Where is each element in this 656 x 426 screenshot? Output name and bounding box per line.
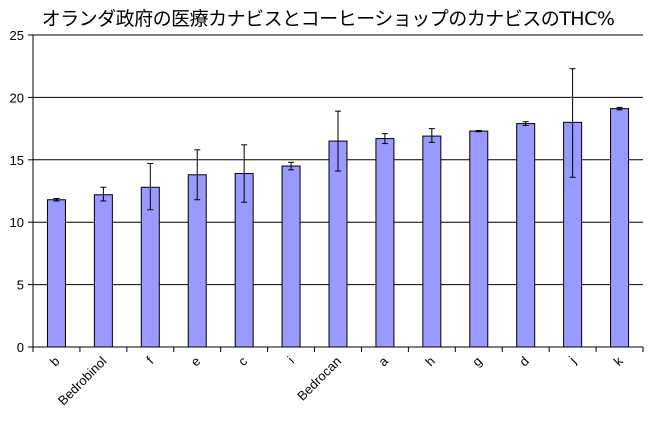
error-bars [53,68,623,211]
x-tick-label: h [422,354,438,370]
y-tick-label: 25 [10,28,24,43]
x-tick-label: g [469,354,485,370]
bar-a [375,138,395,348]
y-tick-label: 20 [10,90,24,105]
x-tick-label: i [285,353,298,366]
x-tick-label: e [188,354,204,370]
bar-Bedrobinol [93,194,113,348]
bar-d [516,123,536,348]
bar-e [187,174,207,348]
axes [28,34,644,352]
x-tick-label: Bedrocan [294,354,344,404]
x-tick-label: j [565,353,578,366]
bar-g [469,130,489,348]
x-tick-label: f [143,353,156,366]
y-tick-label: 0 [17,340,24,355]
x-tick-label: d [516,354,532,370]
bar-k [610,108,630,348]
x-tick-label: k [610,353,626,369]
y-tick-label: 15 [10,153,24,168]
x-tick-label: b [47,354,63,370]
bar-i [281,165,301,348]
bar-h [422,135,442,348]
bars [46,108,630,348]
x-tick-label: Bedrobinol [55,353,110,408]
x-tick-label: c [235,353,251,369]
x-tick-label: a [375,353,391,369]
bar-f [140,186,160,348]
y-tick-labels: 0 5 10 15 20 25 [10,28,24,355]
y-tick-label: 5 [17,278,24,293]
bar-Bedrocan [328,140,348,348]
bar-b [46,199,66,348]
chart-title: オランダ政府の医療カナビスとコーヒーショップのカナビスのTHC% [41,8,615,30]
y-tick-label: 10 [10,215,24,230]
